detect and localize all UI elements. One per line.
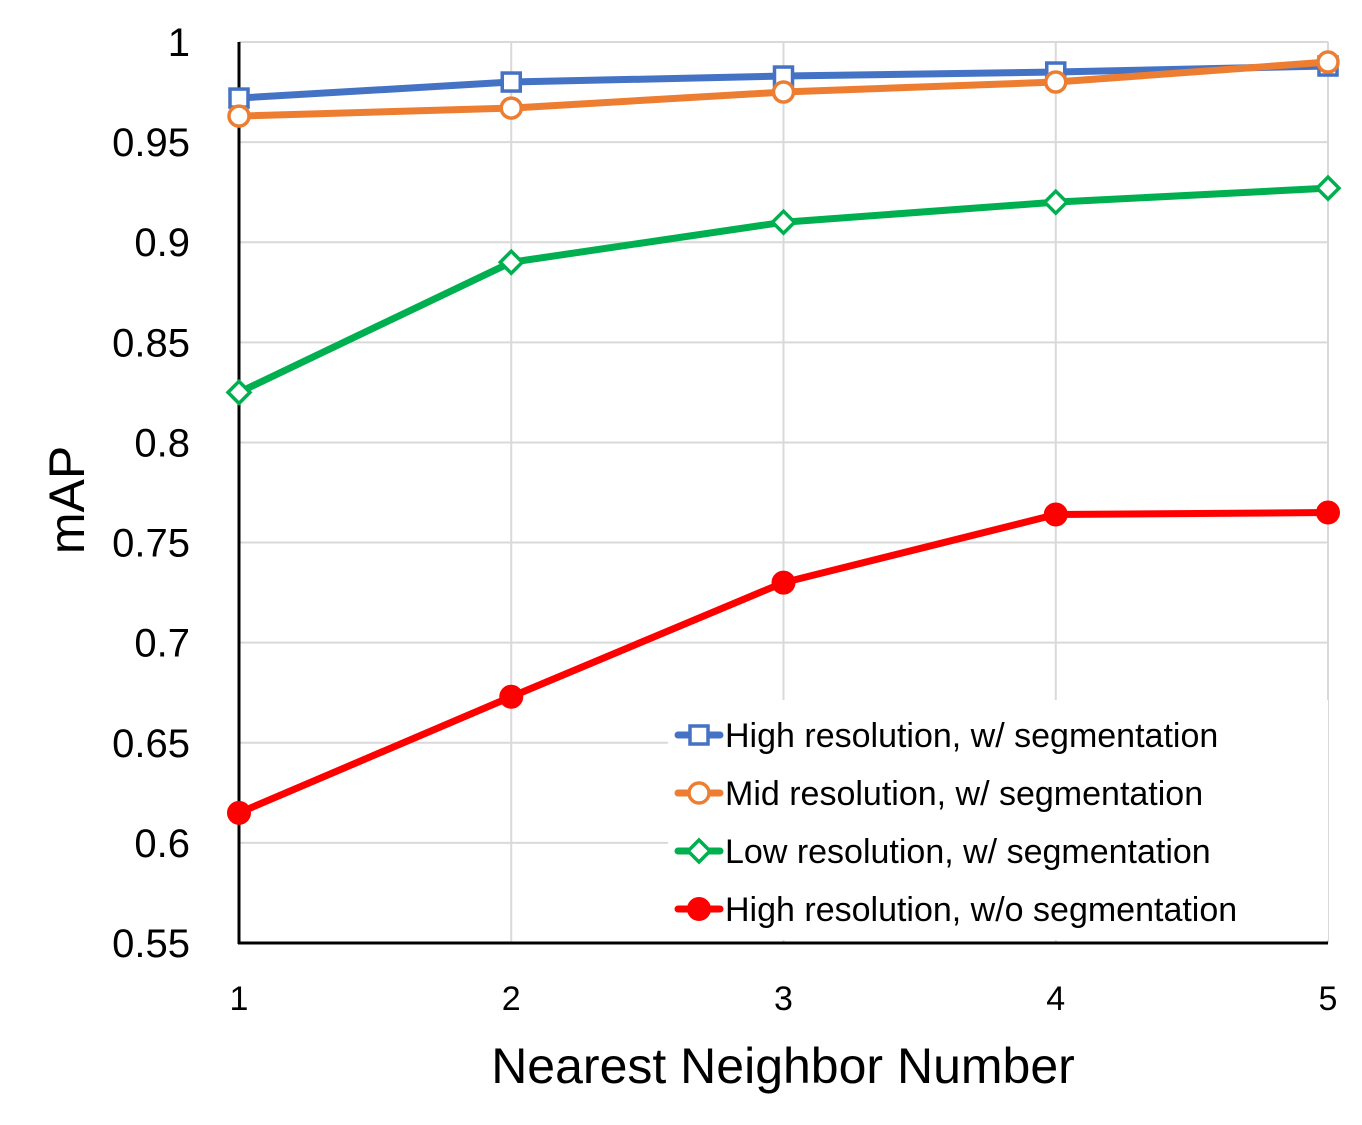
legend-label: Low resolution, w/ segmentation xyxy=(725,833,1211,871)
legend-swatch-marker xyxy=(687,781,711,805)
data-point xyxy=(497,248,525,276)
series-3 xyxy=(225,174,1342,406)
data-point xyxy=(1042,188,1070,216)
y-axis-label: mAP xyxy=(39,446,95,554)
legend-label: High resolution, w/ segmentation xyxy=(725,717,1218,755)
data-point xyxy=(227,104,251,128)
data-point xyxy=(1044,70,1068,94)
legend-label: High resolution, w/o segmentation xyxy=(725,891,1237,929)
x-tick-label: 5 xyxy=(1319,980,1338,1018)
data-point xyxy=(771,570,796,595)
axes xyxy=(237,42,1328,945)
legend-entry: High resolution, w/o segmentation xyxy=(674,891,1237,929)
y-tick-label: 0.85 xyxy=(112,321,190,365)
data-point xyxy=(1316,500,1340,525)
series-2 xyxy=(227,50,1340,128)
x-tick-label: 3 xyxy=(774,980,793,1018)
legend-swatch-marker xyxy=(688,724,710,746)
legend-swatch-marker xyxy=(687,897,711,921)
y-tick-label: 1 xyxy=(168,21,190,65)
legend-entry: Mid resolution, w/ segmentation xyxy=(674,775,1203,813)
y-tick-label: 0.75 xyxy=(112,522,190,566)
x-tick-label: 4 xyxy=(1046,980,1065,1018)
y-tick-label: 0.95 xyxy=(112,121,190,165)
data-point xyxy=(499,96,523,120)
y-tick-labels: 0.55 0.6 0.65 0.7 0.75 0.8 0.85 0.9 0.95 1 xyxy=(112,21,190,966)
data-point xyxy=(227,800,251,825)
data-point xyxy=(1043,502,1068,527)
y-tick-label: 0.9 xyxy=(134,221,190,265)
x-tick-label: 1 xyxy=(230,980,249,1018)
y-tick-label: 0.8 xyxy=(134,421,190,465)
data-point xyxy=(499,684,524,709)
legend: High resolution, w/ segmentation Mid reso… xyxy=(668,700,1328,940)
y-tick-label: 0.6 xyxy=(134,822,190,866)
data-point xyxy=(771,80,796,104)
data-point xyxy=(225,378,253,406)
x-axis-label: Nearest Neighbor Number xyxy=(491,1038,1075,1094)
data-point xyxy=(770,208,797,236)
data-point xyxy=(1314,174,1342,202)
data-point xyxy=(1316,50,1340,74)
y-tick-label: 0.55 xyxy=(112,922,190,966)
legend-swatch-marker xyxy=(685,837,713,865)
legend-background xyxy=(668,700,1328,940)
legend-entry: Low resolution, w/ segmentation xyxy=(674,833,1211,871)
series-4 xyxy=(227,500,1340,825)
legend-label: Mid resolution, w/ segmentation xyxy=(725,775,1203,813)
series-lines xyxy=(225,50,1342,825)
data-point xyxy=(500,71,522,93)
y-tick-label: 0.65 xyxy=(112,722,190,766)
x-tick-label: 2 xyxy=(502,980,521,1018)
x-tick-labels: 1 2 3 4 5 xyxy=(230,980,1338,1018)
y-tick-label: 0.7 xyxy=(134,622,190,666)
legend-entry: High resolution, w/ segmentation xyxy=(674,717,1218,755)
